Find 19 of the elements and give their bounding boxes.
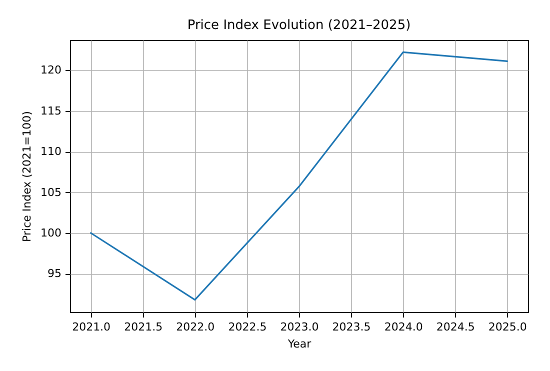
y-tick-label: 120 — [40, 64, 62, 77]
x-tick-label: 2021.5 — [124, 320, 163, 334]
y-tick-label: 105 — [40, 186, 62, 199]
x-tick-label: 2024.0 — [384, 320, 423, 334]
x-tick-label: 2023.5 — [332, 320, 371, 334]
x-tick-label: 2022.0 — [176, 320, 215, 334]
x-tick-label: 2024.5 — [436, 320, 475, 334]
y-tick-label: 100 — [40, 226, 62, 240]
x-tick-label: 2021.0 — [72, 320, 111, 334]
x-tick-label: 2022.5 — [228, 320, 267, 334]
x-tick-label: 2023.0 — [280, 320, 319, 334]
y-tick-label: 95 — [48, 267, 62, 280]
y-axis-title: Price Index (2021=100) — [20, 111, 34, 242]
y-tick-label: 115 — [40, 104, 62, 118]
line-series — [90, 51, 508, 301]
chart-title: Price Index Evolution (2021–2025) — [187, 18, 411, 33]
x-axis-title: Year — [286, 338, 312, 350]
x-tick-label: 2025.0 — [488, 320, 527, 334]
y-tick-label: 110 — [40, 145, 62, 158]
